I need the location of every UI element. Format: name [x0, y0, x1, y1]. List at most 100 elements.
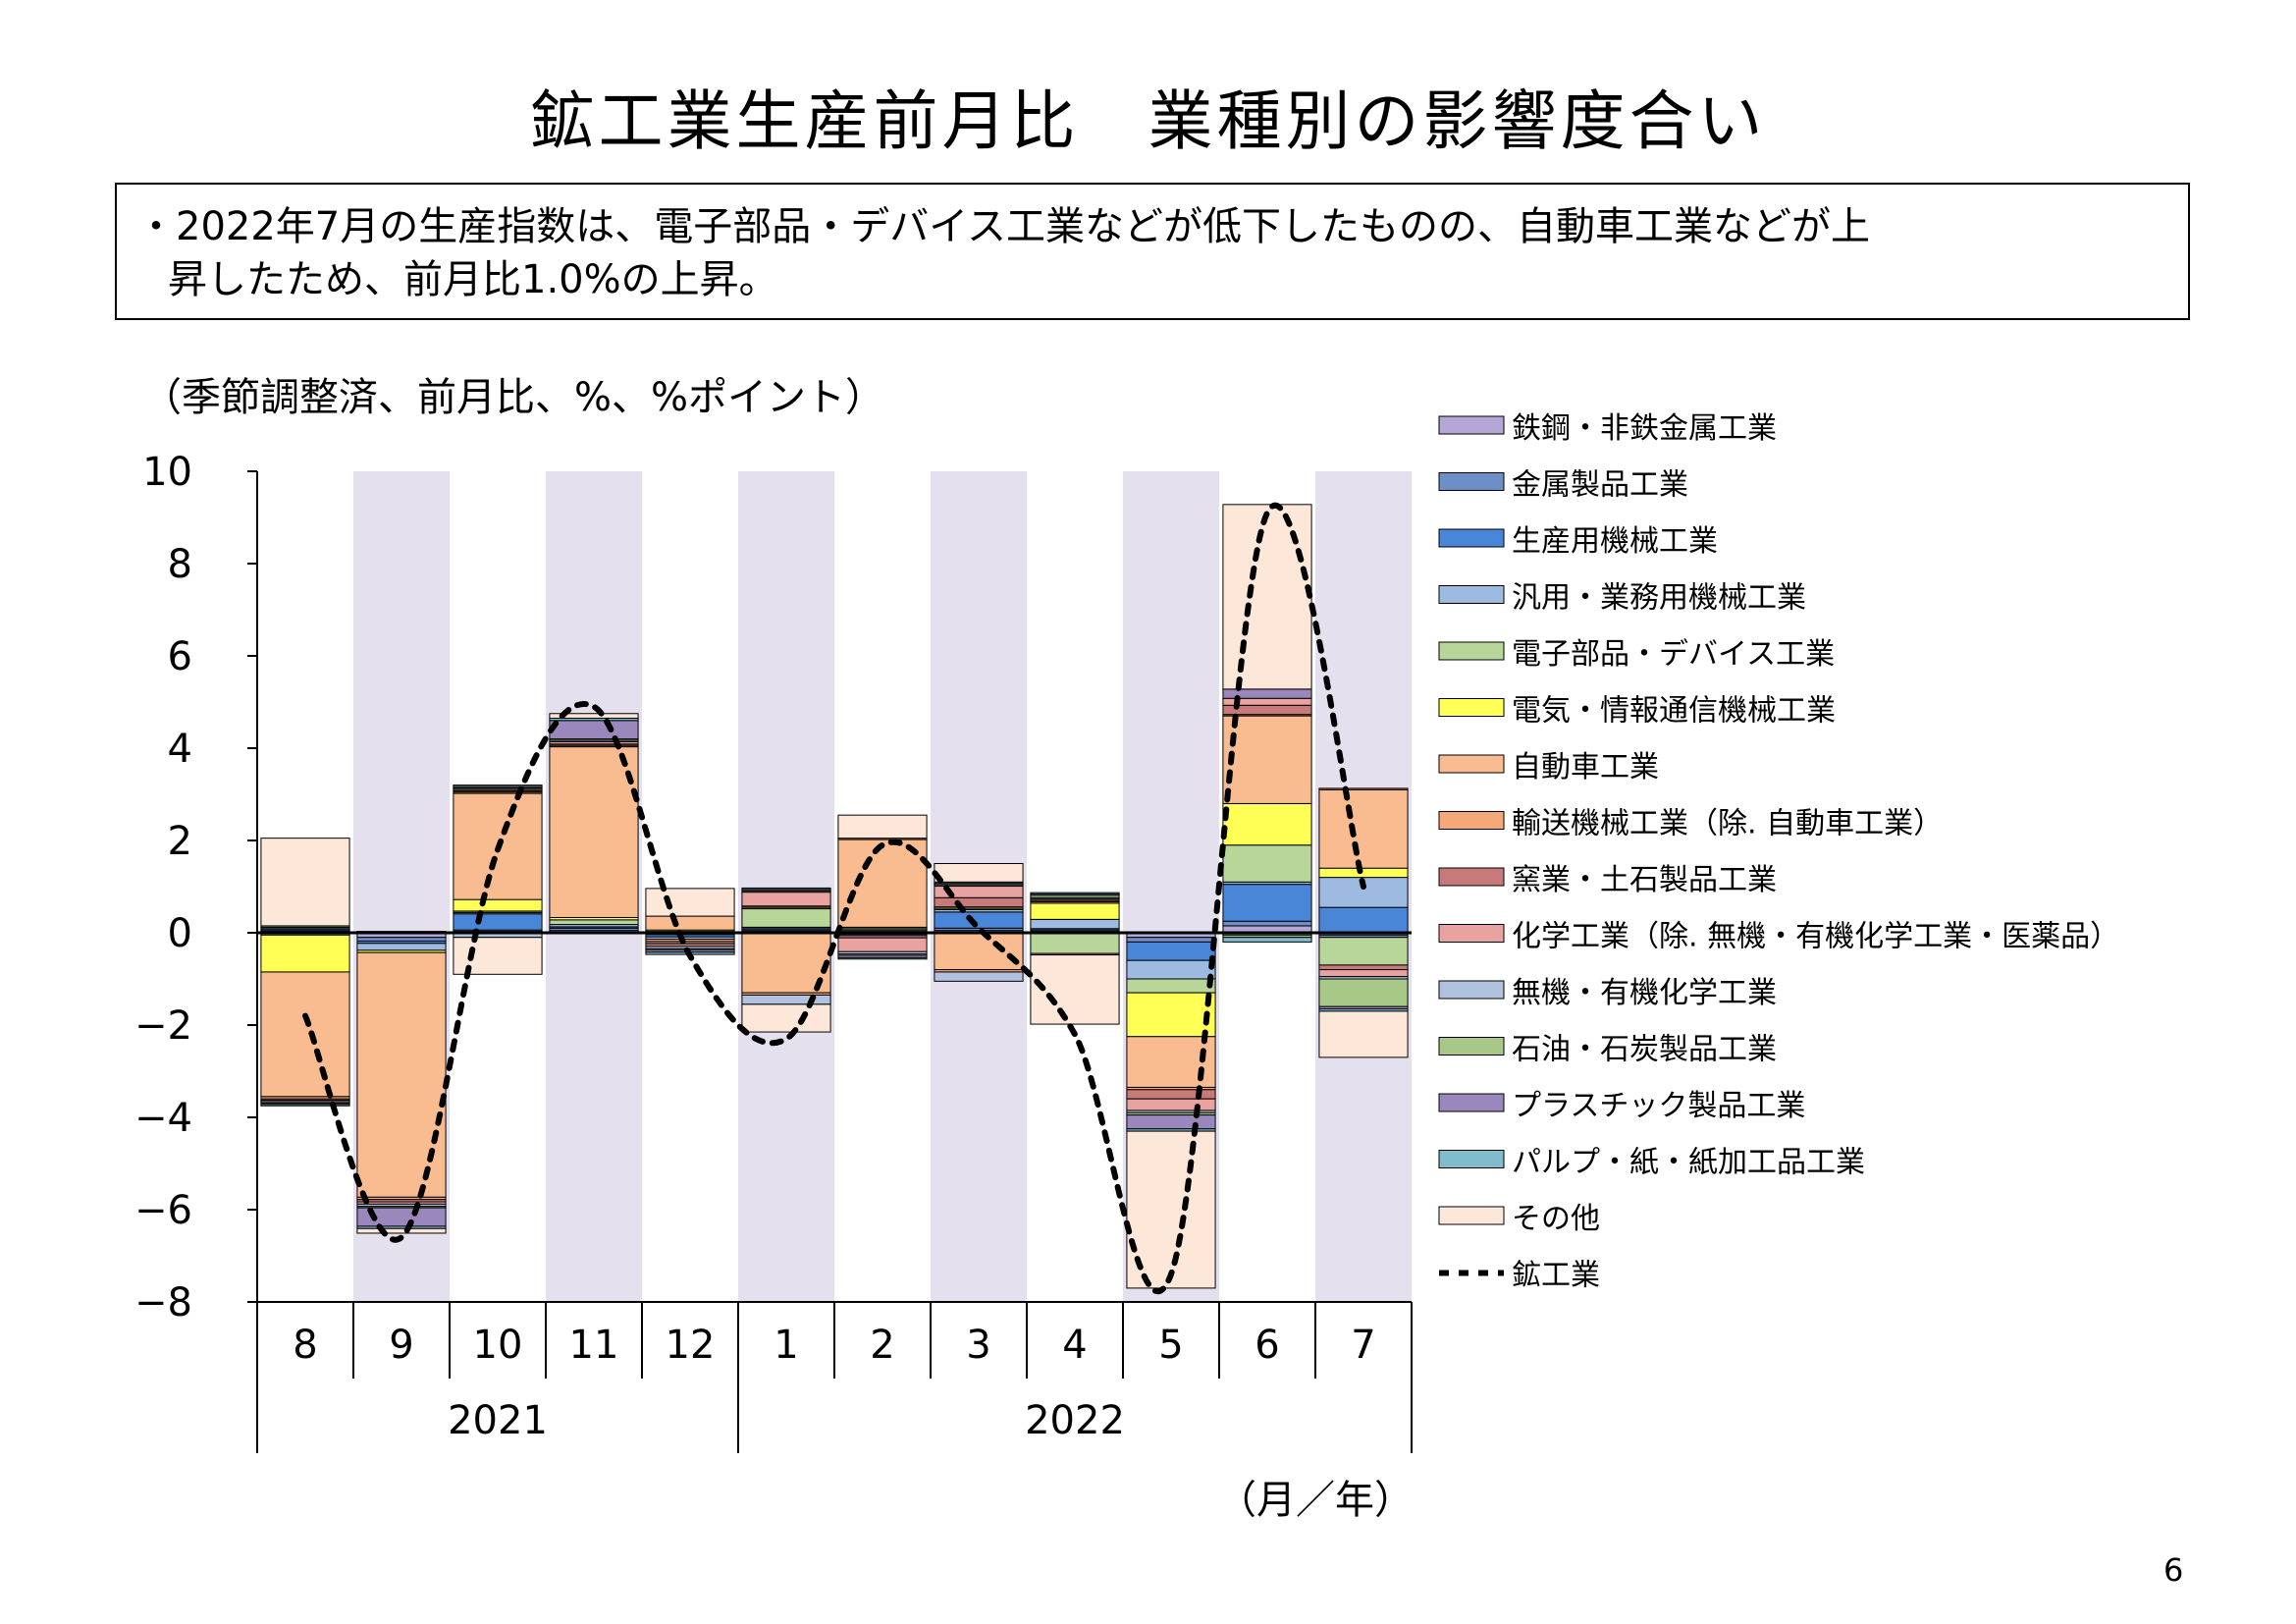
bar-segment: [741, 892, 831, 907]
bar-segment: [837, 937, 928, 952]
y-tick-label: −8: [134, 1280, 192, 1326]
legend-label: 電気・情報通信機械工業: [1512, 694, 1836, 729]
legend-swatch: [1438, 585, 1505, 604]
legend-label: 金属製品工業: [1512, 468, 1688, 503]
bar-segment: [453, 785, 543, 787]
bar-segment: [1318, 964, 1409, 971]
bar-segment: [356, 937, 447, 942]
legend-label: その他: [1512, 1202, 1600, 1236]
bar-segment: [934, 932, 1024, 971]
bar-segment: [1126, 959, 1216, 980]
year-label: 2021: [448, 1398, 548, 1443]
bar-segment: [1222, 920, 1312, 927]
bar-segment: [453, 913, 543, 931]
bar-segment: [1318, 867, 1409, 879]
bar-segment: [356, 943, 447, 951]
x-tick-label: 7: [1351, 1323, 1375, 1368]
x-tick-label: 12: [666, 1323, 716, 1368]
y-tick-label: −2: [134, 1003, 192, 1049]
bar-segment: [1222, 844, 1312, 883]
legend-label: 無機・有機化学工業: [1512, 976, 1777, 1010]
x-tick-label: 8: [293, 1323, 317, 1368]
y-tick-label: 2: [168, 819, 192, 864]
bar-segment: [356, 1227, 447, 1234]
bar-segment: [837, 956, 928, 960]
bar-segment: [1318, 978, 1409, 1007]
legend-label: 自動車工業: [1512, 750, 1659, 785]
legend-label: 汎用・業務用機械工業: [1512, 581, 1806, 616]
bar-segment: [645, 915, 735, 931]
bar-segment: [453, 898, 543, 912]
bar-segment: [741, 1003, 831, 1033]
bar-segment: [837, 814, 928, 839]
x-tick-label: 3: [966, 1323, 990, 1368]
bar-segment: [260, 838, 350, 927]
legend-swatch: [1438, 1037, 1505, 1056]
bar-segment: [549, 919, 639, 926]
legend-swatch: [1438, 415, 1505, 435]
y-tick-label: −4: [134, 1096, 192, 1141]
bar-segment: [1126, 941, 1216, 961]
legend-swatch: [1438, 980, 1505, 1000]
y-tick-label: 10: [142, 450, 192, 495]
bar-segment: [1318, 937, 1409, 966]
x-tick-label: 9: [389, 1323, 413, 1368]
summary-line-1: ・2022年7月の生産指数は、電子部品・デバイス工業などが低下したものの、自動車…: [136, 204, 1871, 249]
legend-swatch: [1438, 1093, 1505, 1112]
y-tick-label: −6: [134, 1188, 192, 1233]
bar-segment: [1222, 937, 1312, 943]
x-axis-unit-label: （月／年）: [1217, 1478, 1414, 1523]
bar-segment: [1030, 918, 1120, 930]
line-series-path: [302, 502, 1366, 1295]
legend-swatch: [1438, 867, 1505, 887]
bar-segment: [934, 971, 1024, 982]
legend-label: プラスチック製品工業: [1512, 1089, 1805, 1123]
legend-swatch: [1438, 472, 1505, 491]
year-label: 2022: [1025, 1398, 1125, 1443]
bar-segment: [549, 746, 639, 918]
bar-segment: [1030, 902, 1120, 920]
bar-segment: [1222, 802, 1312, 846]
legend-swatch: [1438, 1206, 1505, 1225]
y-tick-label: 0: [168, 911, 192, 956]
bar-segment: [1126, 992, 1216, 1038]
x-tick-label: 6: [1255, 1323, 1279, 1368]
bar-segment: [934, 911, 1024, 929]
x-tick-label: 1: [774, 1323, 798, 1368]
legend-swatch: [1438, 754, 1505, 774]
x-tick-label: 5: [1158, 1323, 1183, 1368]
legend-label: パルプ・紙・紙加工品工業: [1512, 1146, 1865, 1180]
bar-segment: [1222, 884, 1312, 922]
bar-segment: [1318, 787, 1409, 790]
bar-segment: [741, 887, 831, 891]
bar-segment: [260, 1104, 350, 1107]
legend-swatch: [1438, 528, 1505, 548]
legend-label: 生産用機械工業: [1512, 524, 1718, 559]
x-tick-label: 10: [473, 1323, 523, 1368]
legend-label: 鉱工業: [1512, 1259, 1600, 1293]
bar-segment: [549, 720, 639, 740]
page-number: 6: [2163, 1551, 2184, 1589]
month-shade-band: [738, 471, 834, 1302]
bar-segment: [645, 888, 735, 917]
x-tick-label: 4: [1062, 1323, 1087, 1368]
legend-label: 石油・石炭製品工業: [1512, 1033, 1777, 1067]
bar-segment: [1222, 715, 1312, 804]
bar-segment: [1318, 788, 1409, 869]
bar-segment: [741, 908, 831, 928]
x-tick-label: 11: [569, 1323, 619, 1368]
legend-label: 化学工業（除. 無機・有機化学工業・医薬品）: [1512, 920, 2119, 954]
y-axis-unit-label: （季節調整済、前月比、%、%ポイント）: [142, 375, 885, 420]
bar-segment: [741, 994, 831, 1005]
legend-label: 電子部品・デバイス工業: [1512, 637, 1835, 672]
legend-swatch: [1438, 641, 1505, 661]
legend-label: 輸送機械工業（除. 自動車工業）: [1512, 807, 1943, 841]
y-tick-label: 8: [168, 542, 192, 587]
bar-segment: [1126, 937, 1216, 943]
bar-segment: [1126, 1098, 1216, 1111]
bar-segment: [1318, 1010, 1409, 1058]
bar-segment: [1318, 969, 1409, 978]
bar-segment: [549, 713, 639, 719]
legend-label: 窯業・土石製品工業: [1512, 863, 1777, 897]
